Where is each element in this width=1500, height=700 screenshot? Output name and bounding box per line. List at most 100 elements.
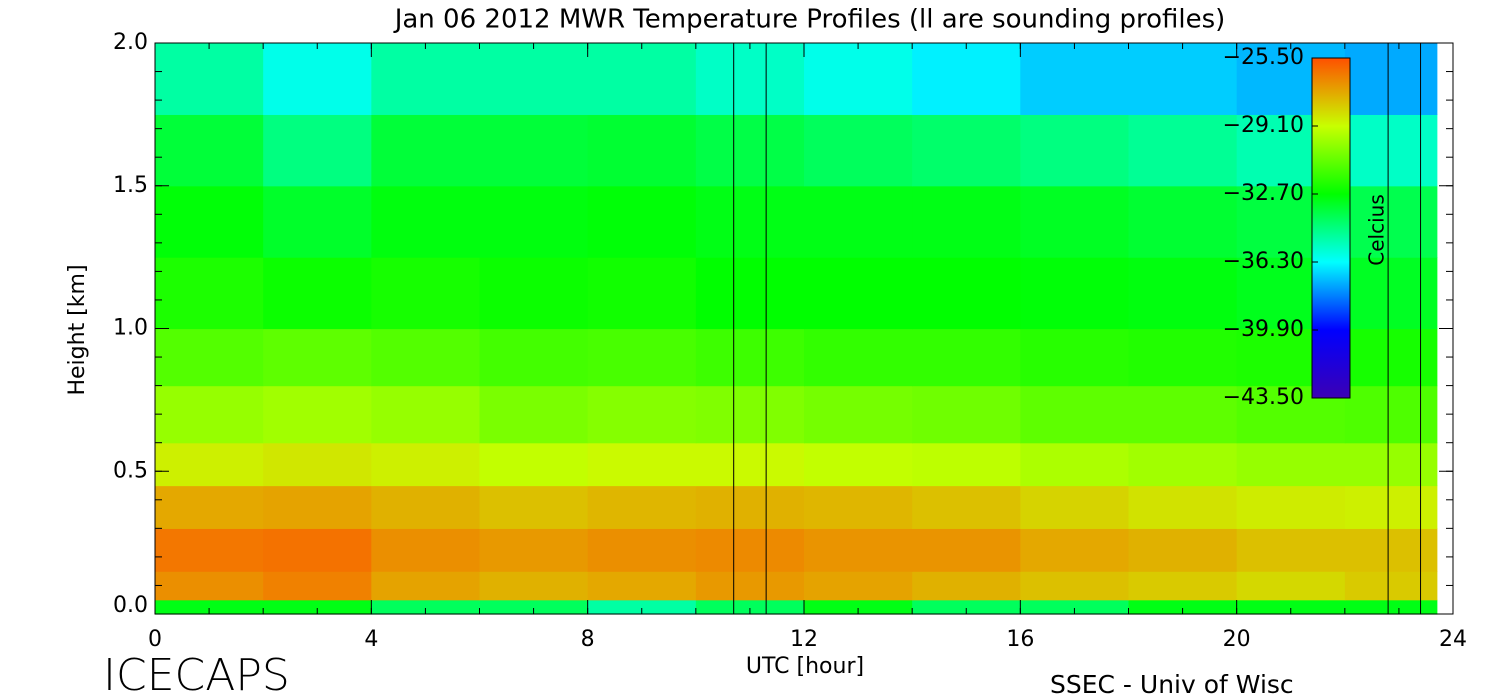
- x-tick-label: 20: [1223, 627, 1251, 652]
- heat-cell: [695, 328, 805, 387]
- x-tick-label: 8: [581, 627, 595, 652]
- heat-cell: [912, 114, 1021, 187]
- heat-cell: [479, 571, 589, 601]
- heat-cell: [804, 257, 913, 330]
- heat-cell: [1020, 442, 1130, 487]
- heat-cell: [1344, 528, 1438, 572]
- footer-right: SSEC - Univ of Wisc: [1050, 670, 1294, 699]
- heat-cell: [1020, 328, 1130, 387]
- heat-cell: [155, 185, 264, 258]
- heat-cell: [263, 185, 372, 258]
- heat-cell: [912, 257, 1021, 330]
- heat-cell: [1128, 328, 1238, 387]
- heat-cell: [1128, 257, 1238, 330]
- heat-cell: [371, 599, 481, 615]
- heat-cell: [155, 43, 264, 115]
- heat-cell: [1344, 43, 1438, 115]
- heatmap: [155, 43, 1438, 615]
- heat-cell: [912, 528, 1021, 572]
- heat-cell: [804, 571, 913, 601]
- heat-cell: [371, 43, 481, 115]
- heat-cell: [1020, 185, 1130, 258]
- heat-cell: [155, 485, 264, 529]
- y-tick-label: 1.0: [113, 316, 148, 341]
- heat-cell: [1128, 385, 1238, 444]
- heat-cell: [1020, 43, 1130, 115]
- x-tick-label: 24: [1439, 627, 1467, 652]
- heat-cell: [695, 442, 805, 487]
- heat-cell: [155, 571, 264, 601]
- heat-cell: [804, 599, 913, 615]
- heat-cell: [1128, 485, 1238, 529]
- footer-left: ICECAPS: [103, 650, 290, 700]
- heat-cell: [912, 442, 1021, 487]
- heat-cell: [804, 328, 913, 387]
- heat-cell: [155, 114, 264, 187]
- heat-cell: [479, 185, 589, 258]
- heat-cell: [263, 114, 372, 187]
- heat-cell: [695, 43, 805, 115]
- x-tick-label: 12: [790, 627, 818, 652]
- heat-cell: [695, 599, 805, 615]
- heat-cell: [1020, 114, 1130, 187]
- heat-cell: [155, 442, 264, 487]
- heat-cell: [263, 328, 372, 387]
- heat-cell: [371, 571, 481, 601]
- heat-cell: [479, 328, 589, 387]
- heat-cell: [479, 485, 589, 529]
- heat-cell: [1344, 114, 1438, 187]
- heat-cell: [1236, 571, 1346, 601]
- heat-cell: [1128, 442, 1238, 487]
- x-tick-label: 0: [148, 627, 162, 652]
- heat-cell: [479, 442, 589, 487]
- heat-cell: [912, 43, 1021, 115]
- x-tick-label: 16: [1006, 627, 1034, 652]
- heat-cell: [587, 571, 697, 601]
- heat-cell: [1128, 599, 1238, 615]
- heat-cell: [263, 528, 372, 572]
- heat-cell: [1020, 257, 1130, 330]
- heat-cell: [804, 385, 913, 444]
- heat-cell: [155, 599, 264, 615]
- heat-cell: [695, 485, 805, 529]
- colorbar-tick-label: −36.30: [1223, 249, 1304, 274]
- chart-title: Jan 06 2012 MWR Temperature Profiles (ll…: [393, 5, 1226, 35]
- heat-cell: [1236, 599, 1346, 615]
- heat-cell: [1020, 528, 1130, 572]
- heat-cell: [263, 599, 372, 615]
- heat-cell: [479, 43, 589, 115]
- heat-cell: [1344, 328, 1438, 387]
- heat-cell: [371, 485, 481, 529]
- heat-cell: [371, 528, 481, 572]
- heat-cell: [587, 185, 697, 258]
- heat-cell: [1344, 442, 1438, 487]
- heat-cell: [1020, 385, 1130, 444]
- heat-cell: [1344, 571, 1438, 601]
- heat-cell: [263, 442, 372, 487]
- colorbar-label: Celcius: [1365, 194, 1389, 265]
- heat-cell: [587, 442, 697, 487]
- heat-cell: [1236, 485, 1346, 529]
- y-axis-label: Height [km]: [65, 264, 90, 395]
- heat-cell: [155, 328, 264, 387]
- heat-cell: [1020, 571, 1130, 601]
- heat-cell: [371, 442, 481, 487]
- heat-cell: [804, 528, 913, 572]
- heat-cell: [263, 485, 372, 529]
- heat-cell: [263, 385, 372, 444]
- heat-cell: [912, 599, 1021, 615]
- heat-cell: [804, 114, 913, 187]
- heat-cell: [1236, 528, 1346, 572]
- heat-cell: [1128, 114, 1238, 187]
- heat-cell: [371, 185, 481, 258]
- heat-cell: [804, 185, 913, 258]
- heat-cell: [1344, 257, 1438, 330]
- heat-cell: [371, 328, 481, 387]
- heat-cell: [1236, 442, 1346, 487]
- heat-cell: [371, 257, 481, 330]
- heat-cell: [695, 385, 805, 444]
- heat-cell: [263, 571, 372, 601]
- heat-cell: [587, 43, 697, 115]
- colorbar-tick-label: −29.10: [1223, 113, 1304, 138]
- heat-cell: [804, 43, 913, 115]
